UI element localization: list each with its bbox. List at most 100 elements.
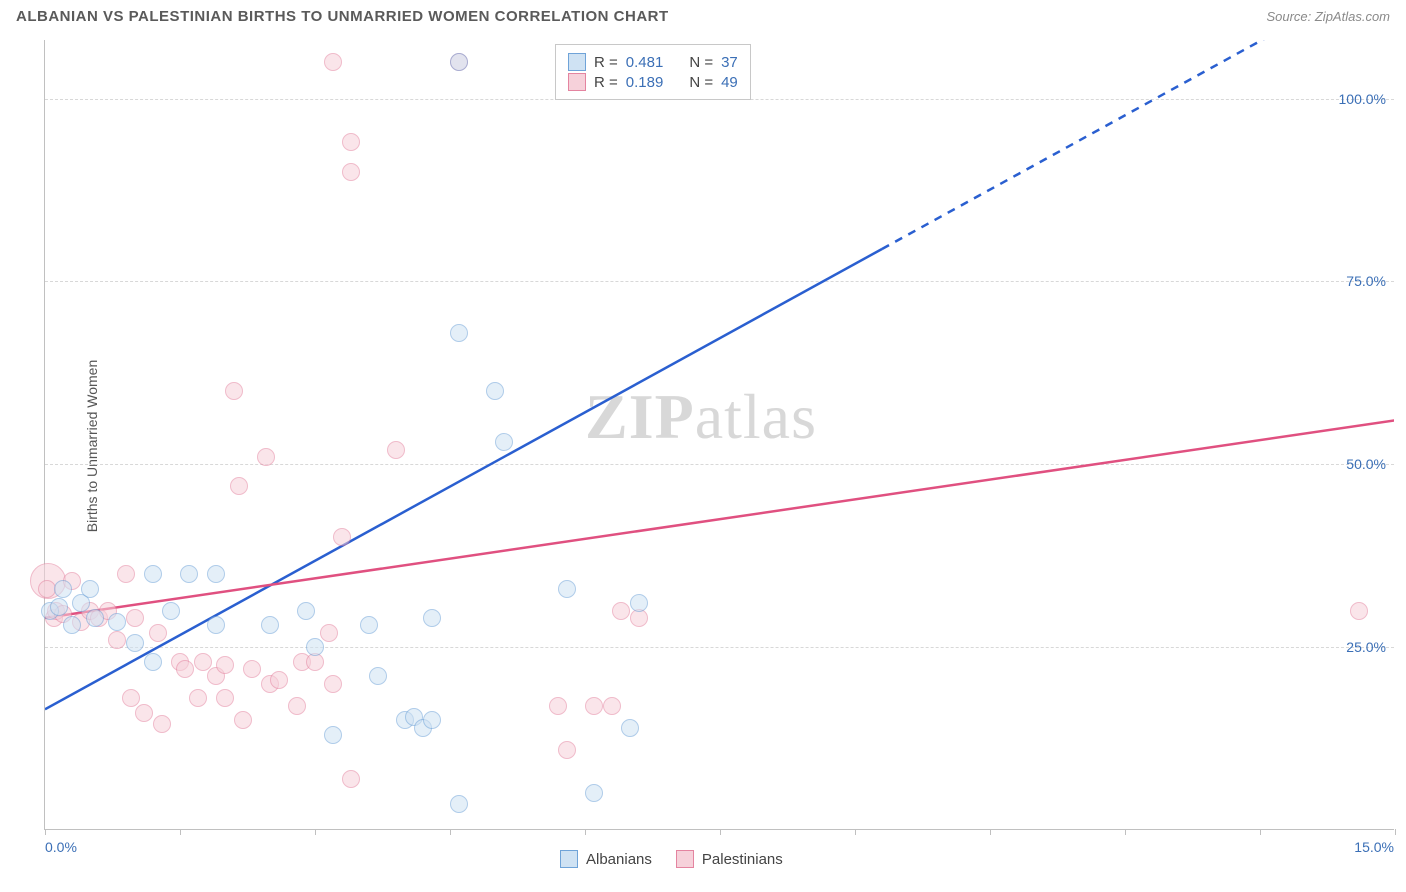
y-tick-label: 100.0% <box>1339 91 1386 107</box>
legend-n-value: 37 <box>721 54 738 71</box>
legend-swatch-palestinians <box>568 73 586 91</box>
data-point-albanians <box>450 795 468 813</box>
data-point-albanians <box>297 602 315 620</box>
data-point-palestinians <box>324 53 342 71</box>
x-tick <box>45 829 46 835</box>
gridline <box>45 647 1394 648</box>
data-point-palestinians <box>108 631 126 649</box>
gridline <box>45 464 1394 465</box>
data-point-albanians <box>585 784 603 802</box>
legend-n-value: 49 <box>721 74 738 91</box>
data-point-palestinians <box>153 715 171 733</box>
chart-header: ALBANIAN VS PALESTINIAN BIRTHS TO UNMARR… <box>0 0 1406 29</box>
data-point-palestinians <box>243 660 261 678</box>
y-tick-label: 75.0% <box>1346 273 1386 289</box>
data-point-albanians <box>495 433 513 451</box>
data-point-albanians <box>81 580 99 598</box>
data-point-palestinians <box>234 711 252 729</box>
data-point-albanians <box>450 53 468 71</box>
data-point-palestinians <box>342 133 360 151</box>
watermark-atlas: atlas <box>695 381 817 452</box>
data-point-palestinians <box>342 770 360 788</box>
trend-line-albanians <box>45 249 882 709</box>
trend-lines <box>45 40 1394 829</box>
trend-line-albanians-dashed <box>882 40 1394 249</box>
legend-r-label: R = <box>594 74 618 91</box>
correlation-legend: R = 0.481 N = 37 R = 0.189 N = 49 <box>555 44 751 100</box>
data-point-palestinians <box>333 528 351 546</box>
scatter-chart: ZIPatlas 25.0%50.0%75.0%100.0%0.0%15.0% <box>44 40 1394 830</box>
data-point-palestinians <box>585 697 603 715</box>
data-point-albanians <box>108 613 126 631</box>
data-point-palestinians <box>176 660 194 678</box>
legend-top-row-palestinians: R = 0.189 N = 49 <box>568 73 738 91</box>
data-point-palestinians <box>1350 602 1368 620</box>
legend-r-label: R = <box>594 54 618 71</box>
data-point-albanians <box>423 711 441 729</box>
data-point-palestinians <box>135 704 153 722</box>
x-tick <box>720 829 721 835</box>
data-point-albanians <box>207 565 225 583</box>
legend-n-label: N = <box>689 74 713 91</box>
watermark: ZIPatlas <box>585 380 817 454</box>
data-point-palestinians <box>603 697 621 715</box>
data-point-palestinians <box>320 624 338 642</box>
data-point-palestinians <box>122 689 140 707</box>
gridline <box>45 281 1394 282</box>
x-tick <box>855 829 856 835</box>
data-point-palestinians <box>216 656 234 674</box>
legend-bottom-item-palestinians: Palestinians <box>676 850 783 868</box>
data-point-palestinians <box>270 671 288 689</box>
data-point-albanians <box>450 324 468 342</box>
x-tick <box>180 829 181 835</box>
series-legend: Albanians Palestinians <box>560 850 783 868</box>
legend-bottom-label: Palestinians <box>702 851 783 868</box>
legend-swatch-palestinians <box>676 850 694 868</box>
data-point-palestinians <box>194 653 212 671</box>
data-point-albanians <box>180 565 198 583</box>
data-point-albanians <box>486 382 504 400</box>
trend-line-palestinians <box>45 420 1394 618</box>
data-point-albanians <box>54 580 72 598</box>
x-tick <box>315 829 316 835</box>
data-point-albanians <box>324 726 342 744</box>
x-tick <box>990 829 991 835</box>
data-point-albanians <box>63 616 81 634</box>
data-point-palestinians <box>149 624 167 642</box>
data-point-palestinians <box>558 741 576 759</box>
data-point-albanians <box>86 609 104 627</box>
x-tick <box>1125 829 1126 835</box>
data-point-palestinians <box>342 163 360 181</box>
legend-swatch-albanians <box>560 850 578 868</box>
legend-top-row-albanians: R = 0.481 N = 37 <box>568 53 738 71</box>
data-point-palestinians <box>549 697 567 715</box>
data-point-albanians <box>558 580 576 598</box>
data-point-palestinians <box>612 602 630 620</box>
data-point-albanians <box>207 616 225 634</box>
data-point-albanians <box>144 565 162 583</box>
data-point-albanians <box>306 638 324 656</box>
data-point-albanians <box>423 609 441 627</box>
data-point-palestinians <box>126 609 144 627</box>
data-point-albanians <box>621 719 639 737</box>
legend-n-label: N = <box>689 54 713 71</box>
data-point-palestinians <box>288 697 306 715</box>
data-point-palestinians <box>257 448 275 466</box>
data-point-palestinians <box>189 689 207 707</box>
data-point-palestinians <box>216 689 234 707</box>
legend-r-value: 0.481 <box>626 54 664 71</box>
x-tick <box>1395 829 1396 835</box>
data-point-albanians <box>360 616 378 634</box>
data-point-palestinians <box>324 675 342 693</box>
legend-bottom-label: Albanians <box>586 851 652 868</box>
data-point-albanians <box>50 598 68 616</box>
data-point-albanians <box>261 616 279 634</box>
data-point-albanians <box>126 634 144 652</box>
data-point-albanians <box>162 602 180 620</box>
x-tick <box>1260 829 1261 835</box>
legend-bottom-item-albanians: Albanians <box>560 850 652 868</box>
x-tick <box>585 829 586 835</box>
x-tick <box>450 829 451 835</box>
data-point-palestinians <box>117 565 135 583</box>
legend-r-value: 0.189 <box>626 74 664 91</box>
